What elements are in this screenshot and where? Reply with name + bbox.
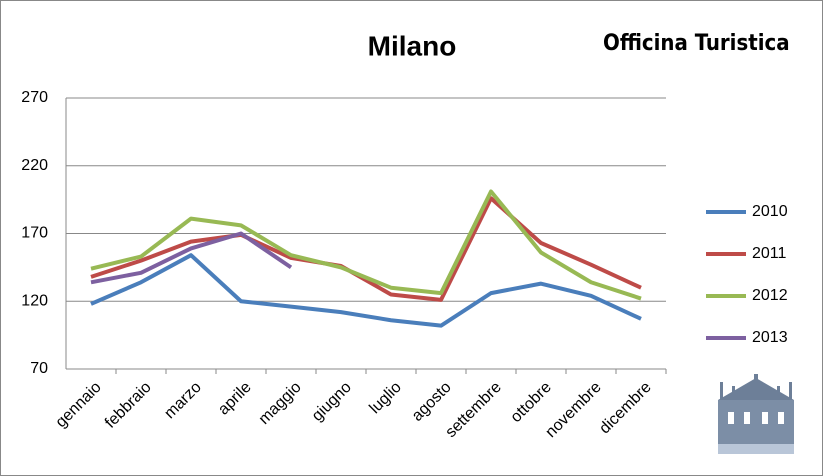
legend-label: 2011 [752, 245, 787, 262]
y-tick-label: 270 [21, 89, 48, 106]
line-series [90, 253, 642, 328]
line-series [90, 231, 293, 285]
y-tick-label: 70 [30, 360, 48, 377]
y-tick-label: 170 [21, 225, 48, 242]
logo: Officina Turistica [603, 31, 790, 56]
legend-label: 2013 [752, 329, 788, 346]
line-series [90, 196, 642, 302]
legend-label: 2010 [752, 203, 788, 220]
chart-title: Milano [368, 30, 457, 61]
y-tick-label: 220 [21, 157, 48, 174]
legend-label: 2012 [752, 287, 788, 304]
y-tick-label: 120 [21, 292, 48, 309]
line-series [90, 189, 642, 301]
cathedral-icon [718, 374, 794, 454]
